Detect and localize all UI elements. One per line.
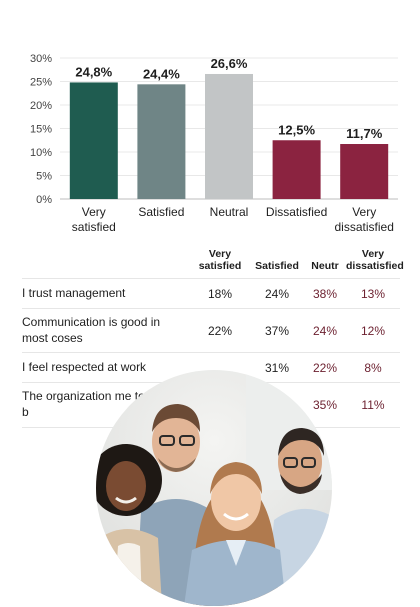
row-statement: I feel respected at work (22, 352, 190, 384)
y-tick-label: 5% (36, 171, 52, 183)
bar (69, 82, 118, 199)
y-tick-label: 20% (30, 100, 52, 112)
x-category-label: dissatisfied (335, 220, 394, 234)
row-statement: I trust management (22, 278, 190, 310)
y-tick-label: 10% (30, 147, 52, 159)
bar-value-label: 26,6% (211, 56, 248, 71)
bar-value-label: 12,5% (278, 122, 315, 137)
y-tick-label: 0% (36, 194, 52, 206)
table-header-satisfied: Satisfied (250, 246, 304, 280)
cell-very-satisfied: 18% (190, 278, 250, 310)
table-header-very-satisfied: Very satisfied (190, 246, 250, 280)
cell-neutral: 24% (304, 308, 346, 354)
bar-value-label: 24,8% (75, 64, 112, 79)
cell-very-dissatisfied: 11% (346, 382, 400, 428)
cell-satisfied: 37% (250, 308, 304, 354)
table-header-statement (22, 246, 190, 280)
bar (272, 140, 321, 199)
x-category-label: Neutral (210, 205, 249, 219)
bar (340, 144, 389, 199)
table-header-very-dissatisfied: Very dissatisfied (346, 246, 404, 280)
row-statement: Communication is good in most coses (22, 308, 190, 354)
cell-very-dissatisfied: 8% (346, 352, 400, 384)
bar (205, 73, 253, 199)
cell-very-dissatisfied: 12% (346, 308, 400, 354)
cell-neutral: 38% (304, 278, 346, 310)
bar-value-label: 24,4% (143, 66, 180, 81)
cell-very-dissatisfied: 13% (346, 278, 400, 310)
table-row: Communication is good in most coses 22% … (22, 308, 400, 354)
cell-very-satisfied: 22% (190, 308, 250, 354)
team-photo (96, 370, 332, 606)
person-woman-center (184, 462, 286, 606)
x-category-label: Satisfied (138, 205, 184, 219)
x-category-label: satisfied (72, 220, 116, 234)
bar-chart: 0%5%10%15%20%25%30%24,8%Verysatisfied24,… (30, 53, 398, 234)
y-tick-label: 15% (30, 124, 52, 136)
team-photo-icon (96, 370, 332, 606)
y-tick-label: 25% (30, 77, 52, 89)
table-row: I trust management 18% 24% 38% 13% (22, 278, 400, 310)
x-category-label: Very (82, 205, 106, 219)
x-category-label: Very (352, 205, 376, 219)
cell-satisfied: 24% (250, 278, 304, 310)
bar-value-label: 11,7% (346, 126, 383, 141)
bar (137, 84, 186, 199)
x-category-label: Dissatisfied (266, 205, 327, 219)
cell-neutral: 22% (304, 352, 346, 384)
table-header-row: Very satisfied Satisfied Neutr Very diss… (22, 246, 404, 280)
y-tick-label: 30% (30, 53, 52, 65)
table-header-neutral: Neutr (304, 246, 346, 280)
